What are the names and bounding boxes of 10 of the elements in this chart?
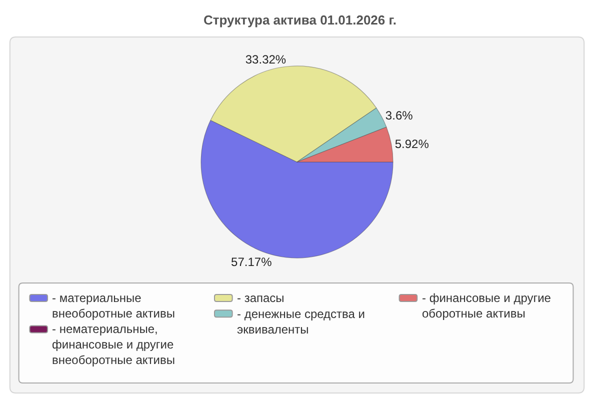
data-label: 57.17% [231, 255, 272, 270]
legend-label: - денежные средства и эквиваленты [237, 307, 365, 337]
data-label: 33.32% [245, 52, 286, 66]
legend-label: - материальные внеоборотные активы [52, 291, 175, 321]
legend-label: - запасы [237, 291, 284, 305]
legend-label: - нематериальные, финансовые и другие внеоборотные активы [52, 322, 175, 368]
data-label: 3.6% [385, 108, 414, 123]
legend-label: - финансовые и другие оборотные активы [422, 291, 552, 321]
data-label: 5.92% [394, 137, 430, 152]
chart-title: Структура актива 01.01.2026 г. [204, 12, 396, 28]
